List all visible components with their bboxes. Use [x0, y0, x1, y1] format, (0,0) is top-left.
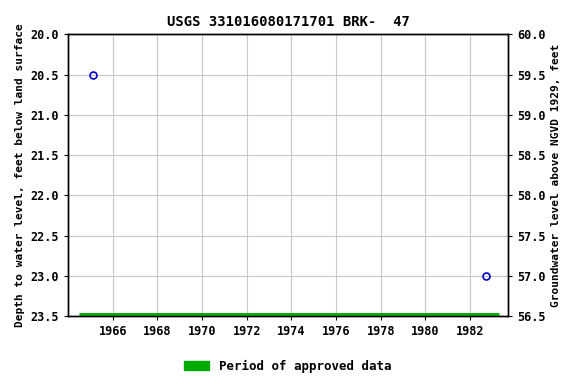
Y-axis label: Groundwater level above NGVD 1929, feet: Groundwater level above NGVD 1929, feet: [551, 44, 561, 307]
Legend: Period of approved data: Period of approved data: [179, 355, 397, 378]
Title: USGS 331016080171701 BRK-  47: USGS 331016080171701 BRK- 47: [166, 15, 410, 29]
Y-axis label: Depth to water level, feet below land surface: Depth to water level, feet below land su…: [15, 23, 25, 327]
